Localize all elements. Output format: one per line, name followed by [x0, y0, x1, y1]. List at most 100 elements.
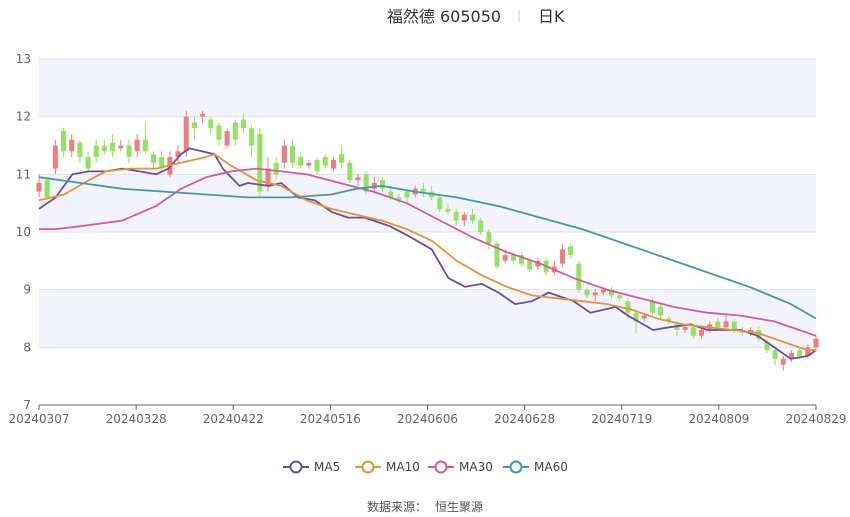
candle: [118, 139, 124, 152]
candle-body: [666, 318, 672, 322]
legend-item-ma30[interactable]: MA30: [428, 460, 493, 474]
moving-average-lines: [38, 147, 817, 360]
candle-body: [380, 180, 386, 189]
candle-body: [118, 145, 124, 149]
candle-body: [486, 232, 492, 244]
legend-item-ma10[interactable]: MA10: [355, 460, 420, 474]
legend-item-ma60[interactable]: MA60: [503, 460, 568, 474]
candle: [110, 133, 116, 158]
candle: [281, 139, 287, 169]
candle: [437, 194, 443, 212]
candle-body: [478, 220, 484, 232]
candle-body: [281, 145, 287, 163]
candle-body: [641, 315, 647, 319]
candle: [576, 260, 582, 293]
candle: [420, 182, 426, 198]
candle: [208, 116, 214, 134]
legend-item-ma5[interactable]: MA5: [283, 460, 340, 474]
candle-body: [232, 122, 238, 140]
candle-body: [298, 157, 304, 166]
candle-body: [330, 159, 336, 169]
legend[interactable]: MA5 MA10 MA30 MA60: [283, 460, 568, 474]
candle-body: [592, 292, 598, 296]
candle-body: [191, 122, 197, 129]
candle: [486, 229, 492, 250]
candle: [568, 243, 574, 258]
y-tick-label: 8: [23, 340, 31, 354]
y-tick-label: 11: [16, 167, 31, 181]
candle-body: [77, 142, 83, 158]
y-tick-label: 9: [23, 283, 31, 297]
candle-body: [240, 119, 246, 129]
candle-body: [527, 260, 533, 270]
candle: [240, 113, 246, 134]
chart-title: 福然德 605050: [387, 7, 501, 26]
candle-body: [625, 301, 631, 313]
y-tick-label: 13: [16, 52, 31, 66]
candle: [183, 110, 189, 158]
candle-body: [788, 353, 794, 359]
plot-band: [39, 174, 816, 232]
candle-body: [510, 255, 516, 261]
candle-body: [731, 321, 737, 331]
candle-body: [44, 180, 50, 198]
candle-body: [805, 347, 811, 356]
candle-body: [780, 358, 786, 365]
candle-body: [633, 312, 639, 322]
plot-band: [39, 289, 816, 348]
candle-body: [658, 306, 664, 316]
candle-body: [306, 162, 312, 166]
candle: [298, 151, 304, 169]
candle: [559, 243, 565, 267]
candle-body: [126, 145, 132, 158]
candle-body: [355, 177, 361, 181]
candle-body: [690, 327, 696, 336]
candle-body: [649, 301, 655, 313]
candle-body: [764, 341, 770, 351]
candle: [592, 289, 598, 302]
plot-band: [39, 347, 816, 405]
candle: [200, 110, 206, 123]
candle-body: [617, 295, 623, 299]
x-tick-label: 20240328: [106, 412, 167, 426]
candle: [175, 145, 181, 163]
candle: [142, 122, 148, 155]
candle-body: [756, 330, 762, 339]
legend-label: MA5: [314, 460, 340, 474]
candle-body: [257, 133, 263, 192]
candle: [666, 315, 672, 325]
candle: [224, 128, 230, 149]
candle-body: [314, 159, 320, 172]
source-name: 恒生聚源: [435, 500, 483, 514]
y-axis: 7 8 9 10 11 12 13: [16, 52, 816, 412]
candle-body: [183, 116, 189, 152]
candle-body: [813, 338, 819, 348]
candle: [445, 203, 451, 215]
candle: [314, 157, 320, 175]
candle-body: [797, 350, 803, 356]
candle-body: [224, 131, 230, 146]
candle: [93, 139, 99, 163]
legend-marker: [289, 460, 303, 474]
candle: [339, 145, 345, 169]
candle: [77, 139, 83, 163]
candle-body: [216, 125, 222, 140]
candle-body: [273, 162, 279, 175]
x-tick-label: 20240422: [203, 412, 264, 426]
chart-period: 日K: [538, 7, 565, 26]
candle-body: [674, 324, 680, 331]
candle: [609, 286, 615, 299]
candle: [61, 128, 67, 158]
candle-body: [568, 246, 574, 256]
candle: [322, 154, 328, 169]
candle: [633, 309, 639, 333]
candle: [44, 177, 50, 201]
plot-band: [39, 232, 816, 290]
x-tick-label: 20240829: [785, 412, 846, 426]
candle-body: [36, 182, 42, 192]
candle-body: [52, 145, 58, 169]
candle-body: [339, 154, 345, 163]
candle: [658, 304, 664, 319]
candle-body: [363, 174, 369, 192]
candle: [698, 327, 704, 339]
